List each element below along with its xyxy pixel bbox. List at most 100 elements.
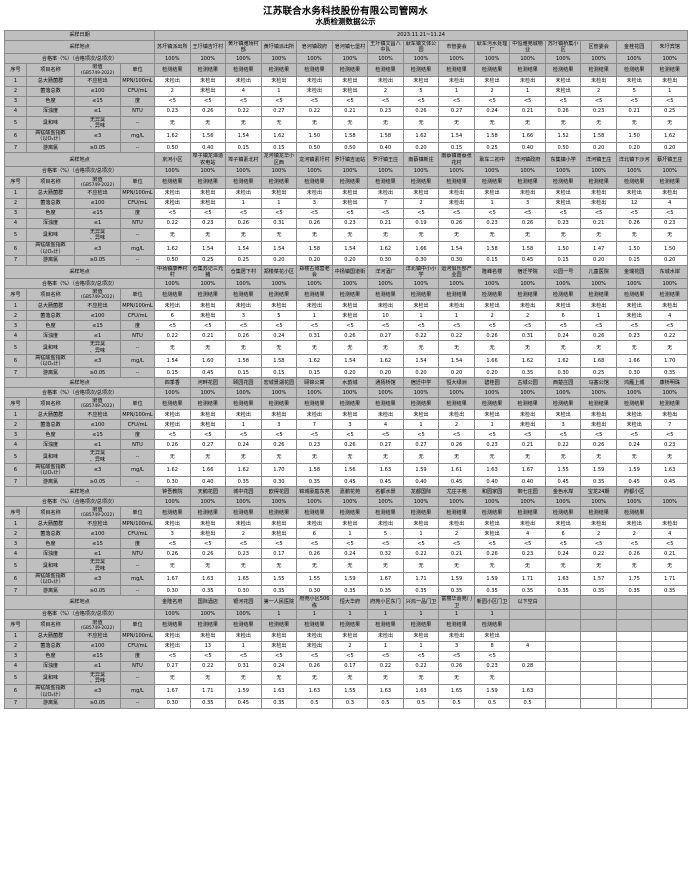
data-row: 7 游离氯 ≥0.05 -- 0.15 0.45 0.15 0.15 0.15 0.20 0.20 0… [4,367,689,379]
row-index: 6 [4,571,27,587]
column-header-result: 检测结果 [296,175,333,190]
measurement-cell: 未检出 [651,188,689,200]
measurement-cell: 未检出 [331,518,369,530]
measurement-cell: 无 [225,670,262,686]
row-limit-value: ≤15 [74,650,121,662]
qualification-rate-row: 合格率（%）（合格项次/总项次） 100% 100% 100% 100% 100% 100%… [3,387,689,399]
measurement-cell: <5 [331,320,369,332]
measurement-cell: 无 [438,558,475,573]
data-row: 6 高锰酸盐指数 （以O₂计） ≤3 mg/L 1.62 1.54 1.54 1.54 1.58 1… [4,241,689,256]
measurement-cell: 1.55 [260,571,298,587]
column-header-result: 检测结果 [225,63,262,77]
location-header-8: 宿迁中学 [402,377,440,389]
measurement-cell: 0.23 [615,330,653,342]
location-header-10: 碧桂园 [473,377,511,389]
measurement-cell: 0.50 [154,254,191,266]
measurement-cell: 0.50 [544,142,582,154]
row-unit: CFU/mL [119,419,156,431]
measurement-cell: 无 [402,558,440,573]
measurement-cell: 1.67 [509,462,546,478]
measurement-cell: <5 [225,429,262,441]
measurement-cell: 未检出 [402,518,440,530]
row-item-name: 臭和味 [26,558,75,573]
measurement-cell: 未检出 [189,310,227,322]
data-row: 5 臭和味 无异臭 、异味 -- 无无无无无无无无无无无无无无无 [4,558,689,573]
measurement-cell: <5 [296,208,333,220]
measurement-cell: 无 [438,228,475,243]
column-header-result: 检测结果 [509,63,546,77]
row-unit: 度 [119,208,156,220]
measurement-cell: 0.22 [154,330,191,342]
qualification-rate-value: 100% [544,496,582,508]
measurement-cell: <5 [402,208,440,220]
data-row: 6 高锰酸盐指数 （以O₂计） ≤3 mg/L 1.67 1.63 1.65 1.55 1.55 1… [4,571,689,587]
measurement-cell: 无 [331,670,369,686]
measurement-cell: 1 [402,419,440,431]
measurement-cell: 未检出 [544,198,582,210]
row-limit-value: ≤1 [74,218,121,230]
measurement-cell: 未检出 [154,409,191,421]
measurement-cell: 0.35 [189,697,227,709]
measurement-cell: 0.24 [615,439,653,451]
column-header-result: 检测结果 [260,618,298,632]
row-index: 4 [4,548,27,560]
measurement-cell: 0.23 [367,105,404,117]
row-limit-value: ≤1 [74,330,121,342]
measurement-cell: 未检出 [651,75,689,87]
measurement-cell: <5 [260,538,298,550]
qualification-rate-value: 100% [296,387,333,399]
row-item-name: 游离氯 [26,367,75,379]
measurement-cell: 1.62 [260,129,298,144]
column-header-result: 检测结果 [438,175,475,190]
measurement-cell: 无 [154,558,191,573]
measurement-cell: 0.30 [615,367,653,379]
measurement-cell: 3 [154,528,191,540]
measurement-cell: 1.59 [225,684,262,699]
measurement-cell: 无 [260,115,298,131]
row-limit-value: 无异臭 、异味 [74,558,121,573]
data-row: 1 总大肠菌群 不应检出 MPN/100mL 未检出 未检出 未检出 未检出 未检出 未检出 未检出… [4,518,689,530]
column-header-result: 检测结果 [367,175,404,190]
measurement-cell: 1 [260,85,298,97]
row-unit: CFU/mL [119,85,156,97]
data-row: 1 总大肠菌群 不应检出 MPN/100mL 未检出 未检出 未检出 未检出 未检出 未检出 未检出… [4,300,689,312]
measurement-cell: 0.22 [580,548,617,560]
measurement-cell: 1 [225,640,262,652]
measurement-cell: 1.70 [651,353,689,369]
qualification-rate-value [509,608,546,620]
location-header-11: 以下空白 [509,595,546,610]
qualification-rate-value: 100% [367,496,404,508]
row-limit-value: ≤100 [74,419,121,431]
row-limit-value: ≤3 [74,684,121,699]
row-unit: -- [119,476,156,488]
location-header-empty [651,595,689,610]
measurement-cell: 1.58 [580,129,617,144]
measurement-cell: 1.71 [509,571,546,587]
measurement-cell: <5 [367,538,404,550]
measurement-cell: <5 [402,95,440,107]
location-header-7: 罗圩镇王庄 [367,152,404,167]
row-item-name: 总大肠菌群 [26,188,75,200]
column-header-result: 检测结果 [473,63,511,77]
location-header-11: 洋河镇政府 [509,152,546,167]
measurement-cell: 0.23 [473,218,511,230]
column-header-result-empty [651,618,689,632]
location-header-9: 尤庄子苑 [438,486,475,498]
column-header-result: 检测结果 [189,397,227,411]
location-header-8: 龙都国际 [402,486,440,498]
measurement-cell: 未检出 [189,188,227,200]
measurement-cell: <5 [615,429,653,441]
location-header-1: 四季香 [154,377,191,389]
qualification-rate-value: 100% [189,496,227,508]
measurement-cell: 0.22 [438,330,475,342]
measurement-cell: 1.63 [402,684,440,699]
measurement-cell: 未检出 [544,518,582,530]
column-header-item: 项目名称 [26,618,75,632]
measurement-cell: 0.20 [331,367,369,379]
measurement-cell: <5 [651,538,689,550]
measurement-cell: 1.56 [189,129,227,144]
sampling-location-label: 采样地点 [3,486,156,498]
measurement-cell: 0.21 [438,548,475,560]
location-header-1: 中扬镇康养村村 [154,264,191,280]
row-limit-value: ≤3 [74,462,121,478]
